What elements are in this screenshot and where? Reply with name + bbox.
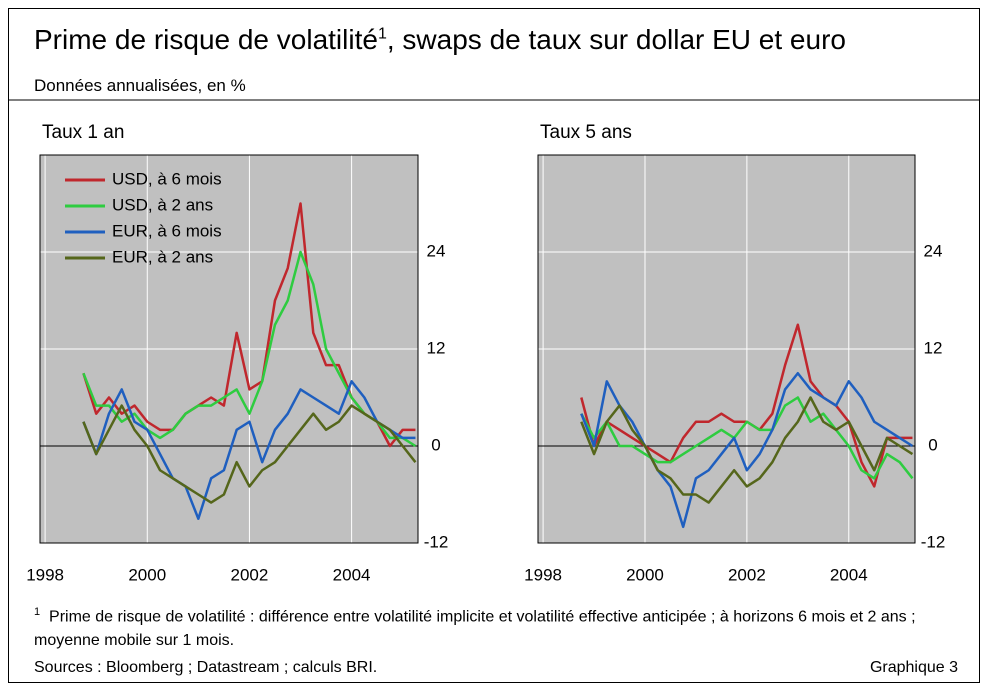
series-line	[580, 372, 914, 529]
x-tick-label: 2004	[830, 565, 868, 584]
footnote-text: Prime de risque de volatilité : différen…	[34, 608, 916, 650]
series-line	[82, 404, 417, 504]
y-tick-label: 0	[928, 435, 937, 454]
x-tick-label: 1998	[524, 565, 562, 584]
x-tick-label: 1998	[26, 565, 64, 584]
panel-title: Taux 5 ans	[540, 122, 632, 143]
series-line	[82, 380, 416, 520]
legend-label: EUR, à 2 ans	[112, 247, 213, 266]
y-tick-label: 12	[924, 338, 943, 357]
sources: Sources : Bloomberg ; Datastream ; calcu…	[34, 659, 378, 676]
y-tick-label: 24	[427, 241, 446, 260]
subtitle: Données annualisées, en %	[34, 76, 246, 95]
footnote: 1 Prime de risque de volatilité : différ…	[34, 600, 969, 653]
footnote-marker: 1	[34, 606, 41, 618]
legend-label: USD, à 2 ans	[112, 195, 213, 214]
y-tick-label: 12	[427, 338, 446, 357]
y-tick-label: 24	[924, 241, 943, 260]
x-tick-label: 2000	[626, 565, 664, 584]
title: Prime de risque de volatilité1, swaps de…	[34, 24, 846, 56]
x-tick-label: 2000	[128, 565, 166, 584]
panel-title: Taux 1 an	[42, 122, 124, 143]
title-main: Prime de risque de volatilité	[34, 24, 378, 55]
chart-label: Graphique 3	[869, 659, 958, 676]
legend-label: EUR, à 6 mois	[112, 221, 222, 240]
y-tick-label: 0	[431, 435, 440, 454]
series-line	[580, 396, 914, 504]
frame	[8, 8, 980, 683]
y-tick-label: -12	[921, 532, 946, 551]
x-tick-label: 2002	[728, 565, 766, 584]
x-tick-label: 2004	[333, 565, 371, 584]
x-tick-label: 2002	[231, 565, 269, 584]
plot-border	[537, 154, 916, 544]
series-line	[580, 396, 914, 480]
title-rest: , swaps de taux sur dollar EU et euro	[386, 24, 846, 55]
legend-label: USD, à 6 mois	[112, 169, 222, 188]
y-tick-label: -12	[424, 532, 449, 551]
series-line	[82, 250, 417, 448]
title-note: 1	[377, 25, 387, 43]
plot-border	[39, 154, 419, 544]
